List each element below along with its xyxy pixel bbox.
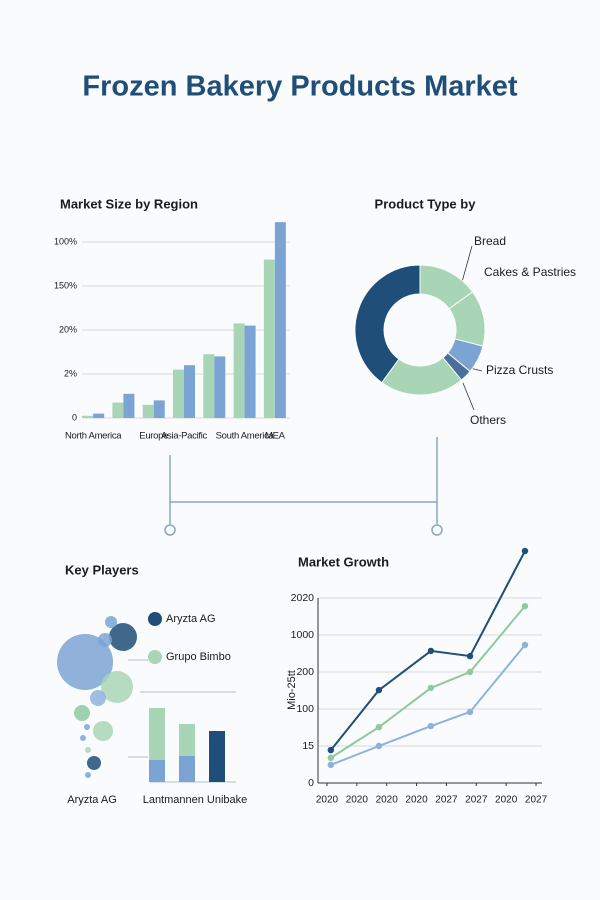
x-tick-label: 2020 [376,795,399,806]
legend-marker [148,650,162,664]
pie-slice [354,264,421,384]
x-tick-label: Asia-Pacific [161,431,208,442]
point [466,708,474,716]
chart-title: Key Players [65,562,139,577]
bar [173,369,184,418]
player-label: Aryzta AG [67,794,117,806]
chart-title: Market Size by Region [60,196,198,211]
pie-label: Bread [474,234,506,248]
bar [214,356,226,418]
page-title: Frozen Bakery Products Market [82,71,517,103]
bar [142,404,154,418]
point [375,686,383,694]
bar [184,365,195,418]
line [330,644,526,766]
x-tick-label: South America [216,431,275,442]
point [521,641,529,649]
point [427,722,435,730]
bar-segment [179,756,195,782]
bar [233,323,245,418]
bar-segment [149,708,165,760]
x-tick-label: 2027 [435,795,458,806]
bar-segment [179,724,195,756]
bar [112,402,124,418]
legend-label: Aryzta AG [166,613,216,625]
pie-label: Pizza Crusts [486,363,553,377]
bar [153,400,165,418]
connector [128,437,443,783]
y-tick-label: 200 [296,666,314,678]
chart-title: Market Growth [298,554,389,569]
x-tick-label: 2020 [405,795,428,806]
point [521,547,529,555]
bar [263,259,275,418]
pie-label: Others [470,413,506,427]
x-tick-label: Europe [139,431,168,442]
y-tick-label: 2% [64,368,77,378]
point [375,742,383,750]
bar [244,325,256,418]
point [466,652,474,660]
y-tick-label: 100 [296,703,314,715]
bar-segment [209,731,225,782]
x-tick-label: North America [65,431,122,442]
bar-segment [149,760,165,782]
point [327,754,335,762]
y-axis-label: Mio-25tt [286,670,298,710]
x-tick-label: 2020 [316,795,339,806]
y-tick-label: 15 [302,740,314,752]
x-tick-label: 2027 [465,795,488,806]
x-tick-label: 2020 [495,795,518,806]
bar [82,415,94,418]
point [327,746,335,754]
y-tick-label: 0 [308,777,314,789]
x-tick-label: 2027 [525,795,548,806]
point [521,602,529,610]
y-tick-label: 1000 [291,629,315,641]
bar [203,354,215,418]
legend-marker [148,612,162,626]
y-tick-label: 2020 [291,592,315,604]
y-tick-label: 20% [59,324,77,334]
y-tick-label: 150% [54,280,77,290]
legend-label: Grupo Bimbo [166,651,231,663]
point [427,684,435,692]
point [427,647,435,655]
pie-label: Cakes & Pastries [484,265,576,279]
player-label: Lantmannen Unibake [143,794,248,806]
bubbles [57,616,137,778]
point [375,723,383,731]
bar [274,222,286,418]
chart-title: Product Type by [375,196,477,211]
y-tick-label: 0 [72,412,77,422]
point [327,761,335,769]
bar [93,413,105,418]
bar [123,393,135,418]
point [466,668,474,676]
x-tick-label: MEA [265,431,286,442]
x-tick-label: 2020 [346,795,369,806]
y-tick-label: 100% [54,236,77,246]
